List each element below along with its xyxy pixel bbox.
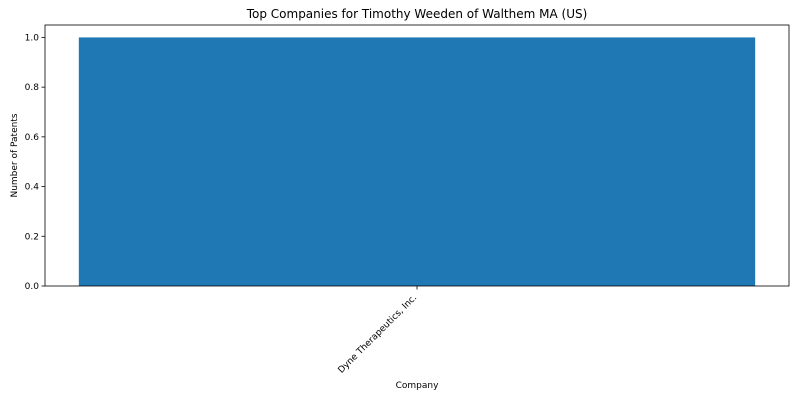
y-tick-label-0: 0.0: [25, 282, 40, 292]
x-tick-label-0: Dyne Therapeutics, Inc.: [337, 293, 420, 376]
y-tick-label-2: 0.4: [25, 183, 40, 193]
chart-title: Top Companies for Timothy Weeden of Walt…: [246, 7, 588, 21]
y-axis-label: Number of Patents: [10, 113, 20, 197]
bars-group: [79, 37, 755, 286]
x-axis-label: Company: [396, 381, 439, 391]
y-tick-label-5: 1.0: [25, 33, 40, 43]
y-tick-label-3: 0.6: [25, 133, 40, 143]
y-axis: 0.0 0.2 0.4 0.6 0.8 1.0: [25, 33, 45, 292]
x-axis: Dyne Therapeutics, Inc.: [337, 286, 420, 376]
bar-0: [79, 37, 755, 286]
y-tick-label-1: 0.2: [25, 232, 39, 242]
y-tick-label-4: 0.8: [25, 83, 40, 93]
